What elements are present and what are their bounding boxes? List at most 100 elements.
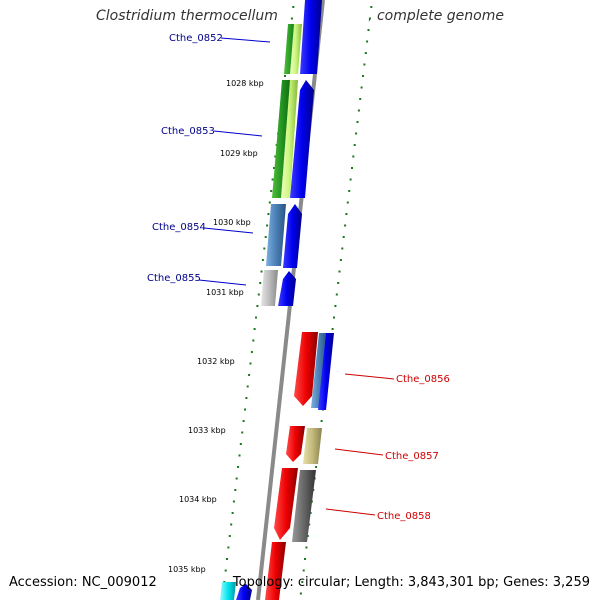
guide-tick-right [301,581,304,583]
guide-tick-left [266,224,269,227]
guide-tick-right [352,155,355,158]
gene-cthe-0855-grey[interactable] [261,270,278,306]
guide-tick-left [228,535,231,537]
ruler-label: 1028 kbp [226,79,264,88]
gene-label-cthe-0855[interactable]: Cthe_0855 [147,273,201,284]
guide-tick-right [335,293,338,296]
guide-tick-left [255,316,257,319]
guide-tick-right [363,63,366,66]
guide-tick-left [252,339,255,342]
guide-tick-left [237,466,240,468]
guide-tick-right [367,29,370,31]
gene-cthe-0853-lightgreen[interactable] [281,80,298,198]
guide-tick-right [366,40,369,43]
guide-tick-right [368,17,371,20]
gene-features [220,0,334,600]
guide-tick-left [267,213,270,215]
gene-cthe-0858-darkgrey[interactable] [292,470,316,542]
guide-tick-right [339,259,342,261]
gene-cthe-0856-steel[interactable] [311,333,327,408]
guide-tick-right [333,316,335,319]
ruler-label: 1030 kbp [213,218,251,227]
gene-bottom-cyan[interactable] [220,582,236,600]
guide-tick-right [334,305,337,307]
guide-tick-right [344,224,347,227]
guide-tick-right [359,98,362,100]
guide-tick-left [238,454,241,457]
guide-tick-right [345,213,348,215]
gene-cthe-0852-lightgreen[interactable] [290,24,302,74]
gene-cthe-0853-blue[interactable] [290,80,314,198]
guide-tick-left [245,397,248,399]
guide-tick-left [235,477,238,480]
guide-tick-left [268,201,271,204]
guide-tick-left [273,167,275,169]
guide-tick-right [370,6,373,8]
guide-tick-right [346,201,349,204]
guide-tick-right [364,52,367,54]
gene-label-cthe-0853[interactable]: Cthe_0853 [161,126,215,137]
accession-text: Accession: NC_009012 [9,575,157,590]
guide-tick-left [231,512,234,514]
guide-tick-left [224,569,227,572]
gene-labels-left: Cthe_0852 Cthe_0853 Cthe_0854 Cthe_0855 [147,33,271,286]
gene-bottom-blue[interactable] [236,584,252,600]
guide-tick-left [270,190,273,192]
guide-tick-left [226,558,228,560]
guide-tick-left [261,259,264,261]
gene-cthe-0856-blue[interactable] [318,333,334,410]
guide-tick-right [337,282,340,284]
guide-tick-left [239,443,242,445]
guide-tick-left [257,293,260,296]
guide-tick-right [353,144,356,146]
guide-tick-right [304,558,306,560]
ruler-label: 1029 kbp [220,149,258,158]
gene-label-cthe-0854[interactable]: Cthe_0854 [152,222,206,233]
guide-tick-right [348,190,351,192]
gene-label-cthe-0858[interactable]: Cthe_0858 [377,511,431,522]
gene-cthe-0855-blue[interactable] [278,271,296,306]
gene-cthe-0854-blue[interactable] [283,204,302,268]
guide-tick-left [230,523,233,526]
gene-cthe-0852-blue[interactable] [300,0,322,74]
ruler-label: 1034 kbp [179,495,217,504]
guide-tick-left [259,282,262,284]
gene-label-cthe-0852[interactable]: Cthe_0852 [169,33,223,44]
gene-label-cthe-0857[interactable]: Cthe_0857 [385,451,439,462]
gene-bottom-red[interactable] [265,542,286,600]
gene-cthe-0854-steel[interactable] [266,204,286,266]
guide-tick-right [338,270,341,273]
guide-tick-right [315,466,318,468]
guide-tick-left [246,385,249,388]
topology-text: Topology: circular; Length: 3,843,301 bp… [232,575,590,590]
guide-tick-right [349,178,352,181]
guide-tick-left [242,420,245,422]
guide-tick-left [249,362,252,365]
guide-tick-right [356,121,359,123]
guide-tick-right [331,328,334,330]
gene-label-cthe-0856[interactable]: Cthe_0856 [396,374,450,385]
gene-cthe-0856-red[interactable] [294,332,318,406]
guide-tick-left [263,247,266,250]
ruler-label: 1031 kbp [206,288,244,297]
guide-tick-right [342,236,345,238]
gene-cthe-0857-tan[interactable] [303,428,322,464]
guide-tick-right [305,546,308,549]
guide-tick-left [250,351,253,353]
guide-tick-left [274,155,277,158]
gene-cthe-0857-red[interactable] [286,426,305,462]
guide-tick-left [241,431,244,434]
ruler-label: 1035 kbp [168,565,206,574]
guide-tick-right [306,535,309,537]
guide-tick-right [357,109,360,112]
gene-cthe-0858-red[interactable] [274,468,298,540]
guide-tick-left [271,178,274,181]
guide-tick-left [248,374,251,376]
guide-tick-left [284,75,286,77]
guide-tick-right [355,132,358,135]
gene-labels-right: Cthe_0856 Cthe_0857 Cthe_0858 [325,373,450,522]
guide-tick-right [360,86,363,89]
ruler-label: 1032 kbp [197,357,235,366]
ruler-label: 1033 kbp [188,426,226,435]
